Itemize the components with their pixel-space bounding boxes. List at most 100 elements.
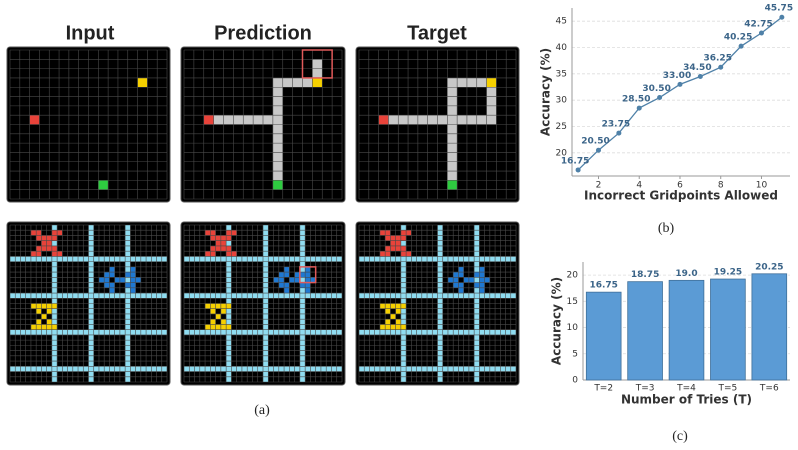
grid-cell	[466, 77, 477, 88]
grid-cell	[442, 256, 448, 262]
grid-cell	[406, 251, 412, 257]
grid-cell	[299, 266, 306, 273]
grid-cell	[236, 366, 242, 372]
grid-cell	[51, 355, 58, 362]
grid-cell	[395, 245, 401, 252]
grid-cell	[305, 366, 311, 372]
grid-cell	[88, 256, 94, 262]
grid-cell	[489, 293, 496, 299]
grid-cell	[305, 256, 311, 262]
grid-cell	[194, 366, 200, 372]
point	[758, 30, 764, 36]
grid-cell	[486, 96, 497, 106]
grid-cell	[189, 329, 195, 335]
x-tick-label: 8	[718, 181, 724, 191]
grid-cell	[125, 303, 131, 309]
grid-cell	[51, 235, 58, 241]
grid-cell	[10, 293, 16, 299]
x-tick-label: T=2	[593, 384, 613, 394]
grid-cell	[427, 115, 438, 125]
grid-cell	[474, 266, 480, 273]
grid-cell	[294, 366, 300, 372]
grid-cell	[51, 266, 58, 273]
grid-cell	[46, 293, 52, 299]
grid-cell	[390, 245, 396, 252]
grid-cell	[41, 235, 47, 241]
grid-cell	[210, 230, 216, 236]
grid-cell	[299, 287, 306, 294]
grid-cell	[51, 371, 58, 377]
grid-cell	[215, 235, 221, 241]
grid-cell	[226, 340, 232, 346]
grid-cell	[331, 293, 337, 299]
grid-cell	[151, 329, 157, 335]
grid-cell	[51, 308, 58, 314]
grid-cell	[67, 293, 73, 299]
grid-cell	[476, 115, 487, 125]
grid-cell	[88, 277, 94, 283]
grid-cell	[395, 308, 401, 314]
grid-cell	[231, 329, 237, 335]
grid-cell	[20, 256, 26, 262]
grid-cell	[253, 115, 263, 125]
grid-cell	[479, 287, 485, 294]
grid-cell	[236, 329, 242, 335]
grid-cell	[125, 235, 131, 241]
grid-cell	[305, 266, 311, 273]
grid-cell	[263, 350, 269, 356]
grid-cell	[476, 77, 487, 88]
grid-cell	[125, 361, 131, 367]
grid-cell	[390, 313, 396, 320]
grid-cell	[390, 329, 396, 335]
grid-cell	[395, 293, 401, 299]
grid-cell	[36, 303, 42, 309]
grid-cell	[125, 371, 131, 377]
grid-cell	[463, 277, 469, 283]
grid-cell	[210, 324, 216, 330]
grid-cell	[226, 371, 232, 377]
grid-cell	[310, 366, 316, 372]
grid-cell	[395, 235, 401, 241]
error-box	[299, 266, 317, 284]
grid-cell	[36, 256, 42, 262]
grid-cell	[437, 261, 443, 267]
grid-cell	[263, 340, 269, 346]
grid-cell	[88, 366, 94, 372]
grid-cell	[400, 345, 407, 351]
grid-cell	[46, 240, 52, 246]
point	[738, 43, 744, 49]
grid-cell	[46, 324, 52, 330]
grid-cell	[278, 277, 285, 283]
point	[697, 73, 703, 79]
grid-cell	[479, 266, 485, 273]
grid-cell	[400, 245, 407, 252]
grid-cell	[315, 293, 321, 299]
grid-cell	[294, 293, 300, 299]
grid-cell	[36, 245, 42, 252]
grid-cell	[114, 256, 120, 262]
grid-cell	[310, 256, 316, 262]
grid-cell	[320, 256, 327, 262]
grid-cell	[273, 293, 279, 299]
grid-cell	[220, 293, 227, 299]
y-axis-label: Accuracy (%)	[539, 48, 553, 136]
grid-cell	[67, 366, 73, 372]
grid-cell	[437, 277, 443, 283]
grid-cell	[257, 256, 263, 262]
grid-cell	[486, 115, 497, 125]
grid-cell	[474, 277, 480, 283]
grid-cell	[263, 324, 269, 330]
grid-cell	[125, 266, 131, 273]
grid-cell	[210, 303, 216, 309]
grid-cell	[215, 240, 221, 246]
grid-cell	[400, 334, 407, 341]
error-box	[301, 49, 333, 79]
grid-cell	[299, 355, 306, 362]
x-tick-label: T=4	[676, 384, 696, 394]
grid-cell	[379, 366, 386, 372]
grid-cell	[25, 329, 31, 335]
grid-cell	[151, 366, 157, 372]
grid-cell	[364, 256, 370, 262]
grid-cell	[447, 161, 458, 172]
grid-cell	[236, 293, 242, 299]
